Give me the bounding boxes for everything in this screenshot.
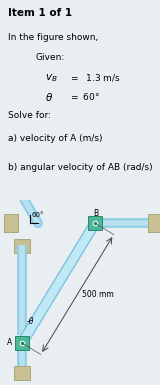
Text: A: A <box>7 338 12 346</box>
Text: $=$  1.3 m/s: $=$ 1.3 m/s <box>69 72 121 84</box>
Text: b) angular velocity of AB (rad/s): b) angular velocity of AB (rad/s) <box>8 163 153 172</box>
Text: Item 1 of 1: Item 1 of 1 <box>8 8 72 18</box>
Text: Given:: Given: <box>35 53 64 62</box>
Text: -θ: -θ <box>27 316 34 326</box>
Text: 500 mm: 500 mm <box>82 290 114 299</box>
Text: B: B <box>93 209 99 218</box>
Text: 60°: 60° <box>31 212 44 218</box>
Bar <box>88 216 102 230</box>
Text: In the figure shown,: In the figure shown, <box>8 33 98 42</box>
Bar <box>14 366 30 380</box>
Text: Solve for:: Solve for: <box>8 111 51 120</box>
Bar <box>4 214 18 232</box>
Text: $=$ 60°: $=$ 60° <box>69 91 100 102</box>
Bar <box>15 336 29 350</box>
Bar <box>148 214 160 232</box>
Text: a) velocity of A (m/s): a) velocity of A (m/s) <box>8 134 103 143</box>
Bar <box>14 239 30 253</box>
Text: $v_B$: $v_B$ <box>45 72 57 84</box>
Text: $\theta$: $\theta$ <box>45 91 53 103</box>
